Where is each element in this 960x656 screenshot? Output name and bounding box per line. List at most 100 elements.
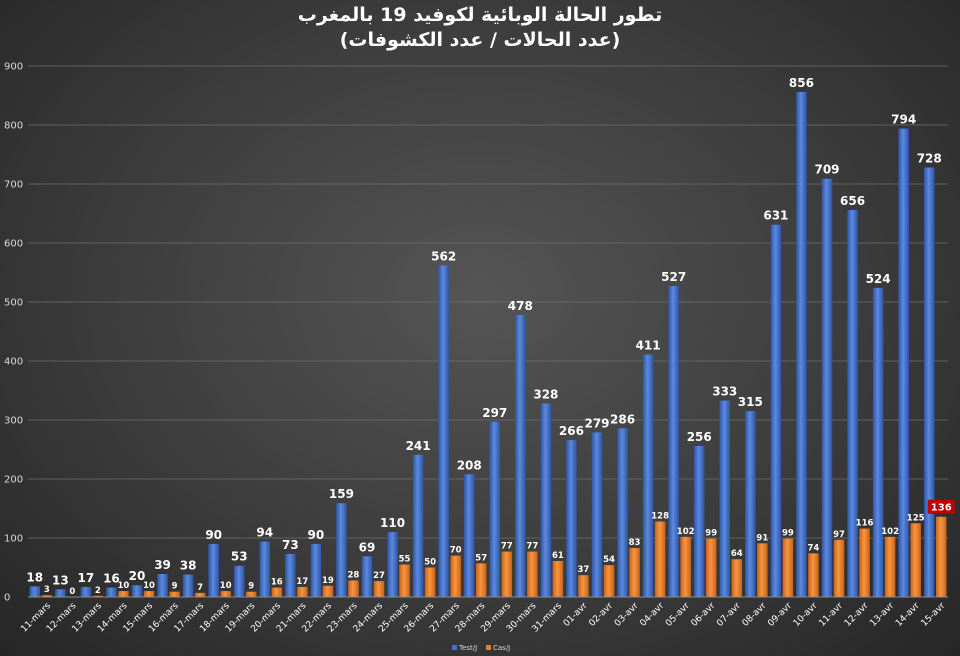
data-label-cas: 102 xyxy=(677,527,695,537)
bar-test xyxy=(361,556,373,597)
data-label-test: 20 xyxy=(129,569,146,583)
data-label-cas: 9 xyxy=(248,582,254,592)
highlight-badge xyxy=(927,499,955,514)
chart-title-block: تطور الحالة الوبائية لكوفيد 19 بالمغرب (… xyxy=(0,2,960,52)
x-tick-label: 14-avr xyxy=(894,601,922,629)
y-axis: 0 100 200 300 400 500 600 700 800 900 xyxy=(4,62,23,604)
data-label-test: 110 xyxy=(380,516,405,530)
bar-test xyxy=(617,428,628,597)
data-label-test: 266 xyxy=(559,424,584,438)
data-label-cas: 10 xyxy=(220,581,232,591)
bar-cas xyxy=(501,551,513,597)
x-tick-label: 08-avr xyxy=(741,601,769,629)
y-tick-label: 200 xyxy=(4,475,23,486)
data-label-cas: 64 xyxy=(731,549,743,559)
data-label-cas: 128 xyxy=(651,511,669,521)
data-label-test: 73 xyxy=(282,538,299,552)
data-label-test: 39 xyxy=(154,558,171,572)
y-tick-label: 0 xyxy=(4,593,10,604)
data-label-test: 631 xyxy=(763,209,788,223)
bar-test xyxy=(515,314,526,597)
x-tick-label: 11-avr xyxy=(817,601,845,629)
bar-test xyxy=(668,286,679,597)
bar-test xyxy=(55,589,66,597)
data-label-cas: 55 xyxy=(399,555,411,565)
y-tick-label: 400 xyxy=(4,357,23,368)
bar-test xyxy=(923,167,935,598)
data-label-cas: 61 xyxy=(552,551,564,561)
bar-test xyxy=(693,445,705,597)
y-tick-label: 700 xyxy=(4,180,23,191)
data-label-cas: 77 xyxy=(501,542,513,552)
data-label-test: 524 xyxy=(866,272,891,286)
bar-test xyxy=(233,565,245,597)
bar-test xyxy=(745,411,756,597)
data-label-test: 38 xyxy=(180,559,197,573)
x-tick-label: 12-avr xyxy=(843,601,871,629)
x-tick-label: 15-avr xyxy=(920,601,948,629)
bar-cas xyxy=(41,595,53,597)
bar-cas xyxy=(450,555,461,597)
chart-title: تطور الحالة الوبائية لكوفيد 19 بالمغرب xyxy=(297,4,663,26)
data-label-cas: 91 xyxy=(756,533,768,543)
data-label-cas: 74 xyxy=(808,543,820,553)
x-tick-label: 10-avr xyxy=(792,601,820,629)
bar-test xyxy=(463,474,475,597)
bar-cas xyxy=(348,580,359,597)
bar-cas xyxy=(169,591,180,597)
bar-test xyxy=(566,440,577,597)
data-label-cas: 9 xyxy=(172,582,178,592)
bar-cas xyxy=(680,536,691,597)
bar-test xyxy=(285,553,296,597)
bar-test xyxy=(387,532,398,597)
bar-cas xyxy=(833,539,845,597)
data-label-test: 279 xyxy=(584,416,609,430)
bar-cas xyxy=(731,559,743,597)
data-label-test: 90 xyxy=(205,528,222,542)
bar-cas xyxy=(118,591,129,597)
data-label-cas: 37 xyxy=(578,565,590,575)
data-label-cas: 19 xyxy=(322,576,334,586)
bar-cas xyxy=(859,528,870,597)
bar-cas xyxy=(527,551,538,597)
bar-test xyxy=(259,541,271,597)
bar-cas xyxy=(220,591,231,597)
data-label-cas: 10 xyxy=(118,581,130,591)
data-label-cas: 136 xyxy=(931,502,952,513)
data-label-cas: 50 xyxy=(424,558,436,568)
bar-test xyxy=(796,91,807,598)
bar-test xyxy=(438,265,449,597)
data-label-test: 16 xyxy=(103,572,120,586)
bar-test xyxy=(847,209,858,597)
data-label-cas: 17 xyxy=(296,577,308,587)
bar-cas xyxy=(654,521,666,597)
bar-test xyxy=(412,454,424,597)
data-label-test: 241 xyxy=(406,439,431,453)
bar-test xyxy=(131,585,143,597)
y-tick-label: 800 xyxy=(4,121,23,132)
bar-test xyxy=(719,400,731,597)
data-label-cas: 7 xyxy=(197,583,203,593)
data-label-test: 256 xyxy=(687,430,712,444)
data-label-cas: 102 xyxy=(881,527,899,537)
legend: Test/J Cas/J xyxy=(452,644,510,652)
x-tick-label: 04-avr xyxy=(638,601,666,629)
bar-test xyxy=(182,574,194,597)
bar-cas xyxy=(757,543,768,597)
legend-swatch xyxy=(486,645,491,650)
data-label-cas: 116 xyxy=(856,519,874,529)
data-label-cas: 57 xyxy=(475,553,487,563)
bar-cas xyxy=(475,563,487,597)
data-label-cas: 99 xyxy=(782,529,794,539)
bar-test xyxy=(106,587,117,597)
data-label-test: 478 xyxy=(508,299,533,313)
bar-test xyxy=(157,573,168,597)
bar-cas xyxy=(194,592,206,597)
bar-cas xyxy=(322,585,334,597)
x-tick-label: 03-avr xyxy=(613,601,641,629)
bar-cas xyxy=(399,564,410,597)
data-label-test: 13 xyxy=(52,573,69,587)
data-label-test: 856 xyxy=(789,76,814,90)
data-label-cas: 3 xyxy=(44,585,50,595)
